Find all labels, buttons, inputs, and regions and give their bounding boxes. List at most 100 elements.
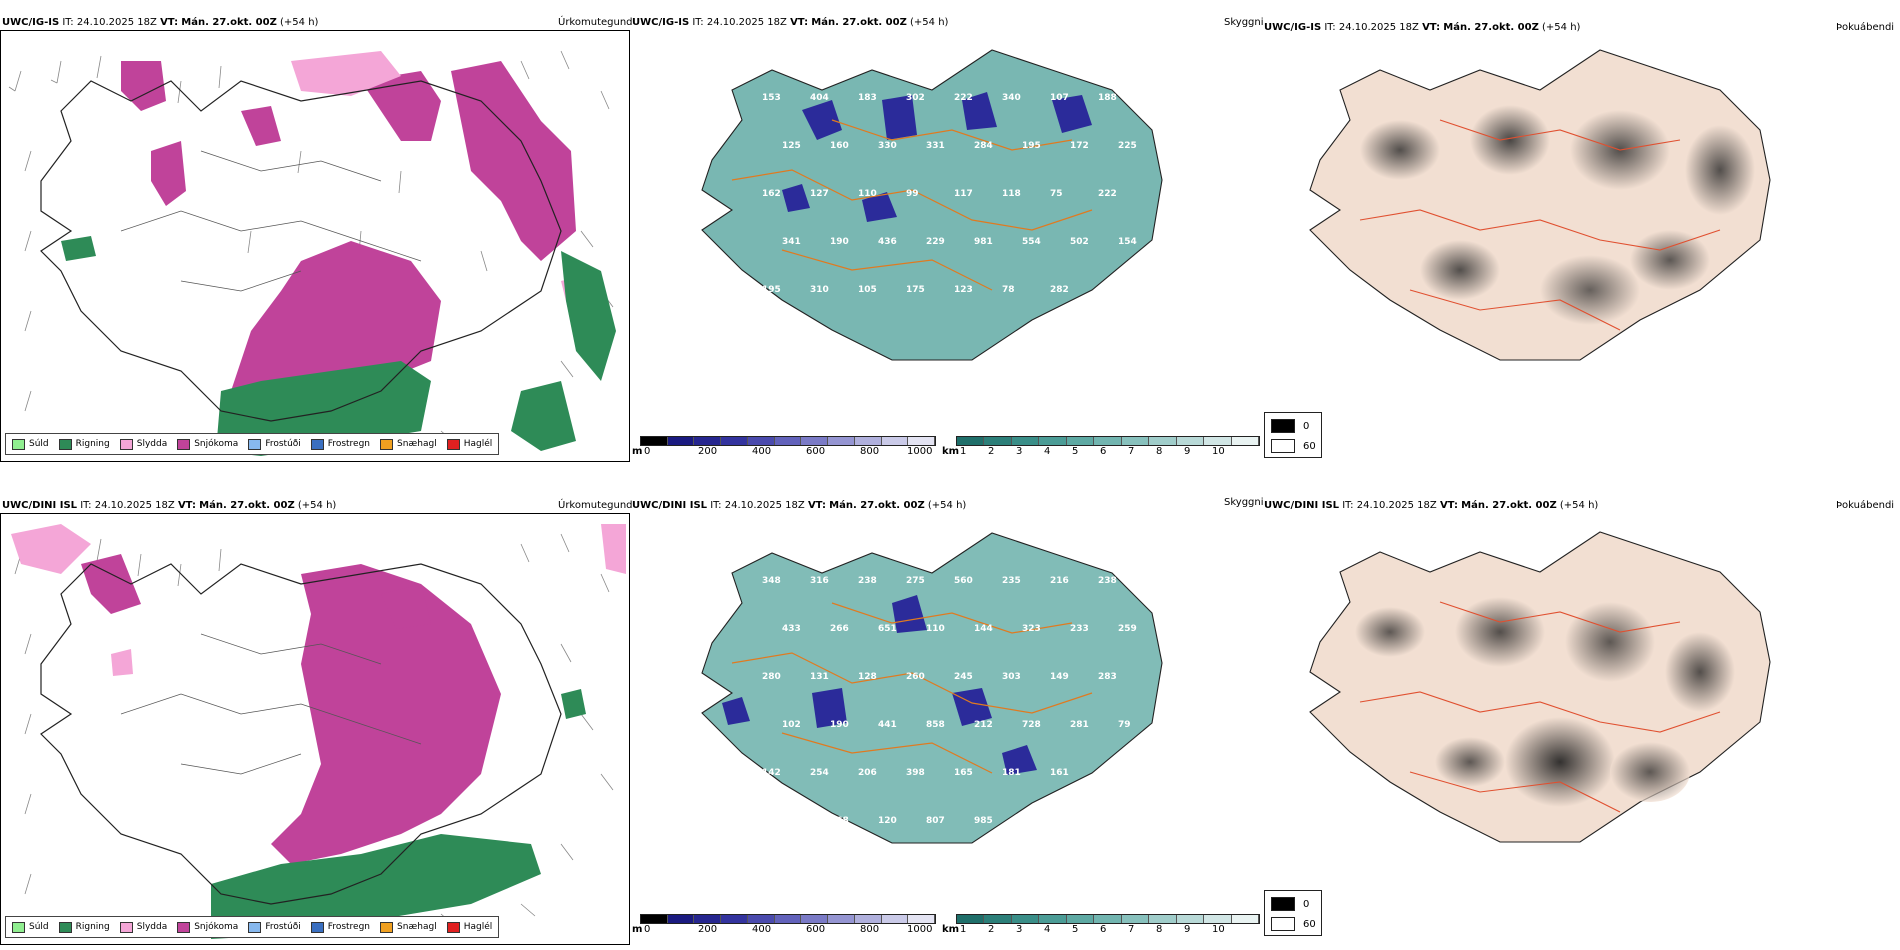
m-colorbar-track [640, 914, 936, 924]
cloud-base-value: 323 [1022, 624, 1041, 634]
km-tick: 2 [988, 446, 995, 457]
cloud-base-value: 181 [1002, 768, 1021, 778]
cloud-base-value: 560 [954, 576, 973, 586]
cloud-base-value: 123 [954, 285, 973, 295]
cloud-base-value: 120 [878, 816, 897, 826]
m-tick: 400 [752, 924, 772, 935]
legend-item: Rigning [58, 438, 110, 450]
legend-item: Súld [12, 921, 49, 933]
cloud-base-value: 275 [906, 576, 925, 586]
coastline [701, 532, 1163, 844]
m-tick: 400 [752, 446, 772, 457]
cloud-base-value: 154 [1118, 237, 1137, 247]
cloud-base-value: 436 [878, 237, 897, 247]
precip-legend-1: Súld Rigning Slydda Snjókoma Frostúði Fr… [5, 433, 500, 455]
cloud-map-1: 153 404 183 302 222 340 107 188 125 160 330 331 284 1… [632, 30, 1262, 432]
cloud-base-value: 125 [782, 141, 801, 151]
km-colorbar-2: km 1 2 3 4 5 6 7 8 9 10 [942, 914, 1262, 938]
cloud-base-value: 245 [954, 672, 973, 682]
cloud-base-value: 161 [1050, 768, 1069, 778]
legend-item: Rigning [58, 921, 110, 933]
m-tick: 200 [698, 446, 718, 457]
roads [731, 602, 1093, 774]
cloud-base-value: 651 [878, 624, 897, 634]
cloud-base-value: 225 [1118, 141, 1137, 151]
km-tick: 1 [960, 924, 967, 935]
cloud-base-value: 266 [830, 624, 849, 634]
km-tick: 8 [1156, 924, 1163, 935]
cloud-base-value: 728 [1022, 720, 1041, 730]
cloud-base-value: 233 [1070, 624, 1089, 634]
km-tick: 9 [1184, 924, 1191, 935]
fog-map-2 [1300, 522, 1860, 902]
cloud-area [702, 533, 1162, 843]
legend-item: Snjókoma [177, 921, 238, 933]
legend-item: Snæhagl [380, 921, 437, 933]
cloud-base-value: 105 [858, 285, 877, 295]
cloud-base-value: 327 [1098, 768, 1117, 778]
coastline [40, 80, 562, 422]
km-tick: 2 [988, 924, 995, 935]
cloud-base-value: 102 [782, 720, 801, 730]
rain-areas [61, 236, 616, 456]
fog-panel-label-2: Þokuábendi [1836, 500, 1895, 511]
cloud-base-value: 238 [858, 576, 877, 586]
cloud-base-value: 303 [1002, 672, 1021, 682]
cloud-base-value: 316 [810, 576, 829, 586]
m-unit: m [632, 924, 643, 935]
legend-item: Snjókoma [177, 438, 238, 450]
cloud-base-value: 195 [1022, 141, 1041, 151]
cloud-base-value: 340 [1002, 93, 1021, 103]
cloud-base-value: 254 [810, 768, 829, 778]
km-tick: 10 [1212, 924, 1225, 935]
m-tick: 200 [698, 924, 718, 935]
cloud-map-2: 348 316 238 275 560 235 216 238 433 266 651 110 144 3… [632, 513, 1262, 915]
cloud-base-value: 78 [1002, 285, 1015, 295]
legend-item: Slydda [119, 438, 167, 450]
fog-panel-title-2: UWC/DINI ISL IT: 24.10.2025 18Z VT: Mán.… [1264, 500, 1599, 511]
cloud-base-value: 99 [906, 189, 919, 199]
cloud-base-value: 107 [1050, 93, 1069, 103]
km-unit: km [942, 446, 960, 457]
legend-item: Frostregn [310, 921, 370, 933]
roads [1359, 119, 1721, 331]
km-tick: 10 [1212, 446, 1225, 457]
legend-item: Snæhagl [380, 438, 437, 450]
legend-item: Slydda [119, 921, 167, 933]
km-tick: 4 [1044, 924, 1051, 935]
cloud-base-value: 284 [974, 141, 993, 151]
m-tick: 800 [860, 924, 880, 935]
fog-legend-value: 0 [1303, 420, 1310, 432]
km-colorbar-track [956, 436, 1260, 446]
cloud-base-labels: 153 404 183 302 222 340 107 188 125 160 330 331 284 1… [762, 93, 1137, 295]
km-tick: 6 [1100, 924, 1107, 935]
cloud-base-value: 330 [878, 141, 897, 151]
cloud-base-value: 310 [810, 285, 829, 295]
cloud-base-value: 222 [1098, 189, 1117, 199]
precip-legend-2: Súld Rigning Slydda Snjókoma Frostúði Fr… [5, 916, 500, 938]
legend-item: Frostregn [310, 438, 370, 450]
cloud-base-value: 554 [1022, 237, 1041, 247]
cloud-panel-title-2: UWC/DINI ISL IT: 24.10.2025 18Z VT: Mán.… [632, 500, 967, 511]
legend-item: Haglél [446, 921, 492, 933]
m-tick: 600 [806, 924, 826, 935]
cloud-base-value: 985 [974, 816, 993, 826]
cloud-base-value: 188 [1098, 93, 1117, 103]
cloud-base-value: 348 [762, 576, 781, 586]
km-tick: 5 [1072, 924, 1079, 935]
cloud-base-value: 175 [906, 285, 925, 295]
cloud-panel-title-1: UWC/IG-IS IT: 24.10.2025 18Z VT: Mán. 27… [632, 17, 949, 28]
km-unit: km [942, 924, 960, 935]
cloud-base-value: 127 [810, 189, 829, 199]
coastline [40, 563, 562, 905]
km-tick: 3 [1016, 924, 1023, 935]
fog-legend-2: 0 60 [1264, 890, 1322, 936]
roads [120, 150, 422, 292]
cloud-base-value: 457 [782, 816, 801, 826]
m-colorbar-2: m 0 200 400 600 800 1000 [632, 914, 937, 938]
cloud-base-value: 212 [974, 720, 993, 730]
roads [120, 633, 422, 775]
cloud-base-labels: 348 316 238 275 560 235 216 238 433 266 651 110 144 3… [762, 576, 1137, 826]
km-tick: 3 [1016, 446, 1023, 457]
cloud-base-value: 331 [926, 141, 945, 151]
